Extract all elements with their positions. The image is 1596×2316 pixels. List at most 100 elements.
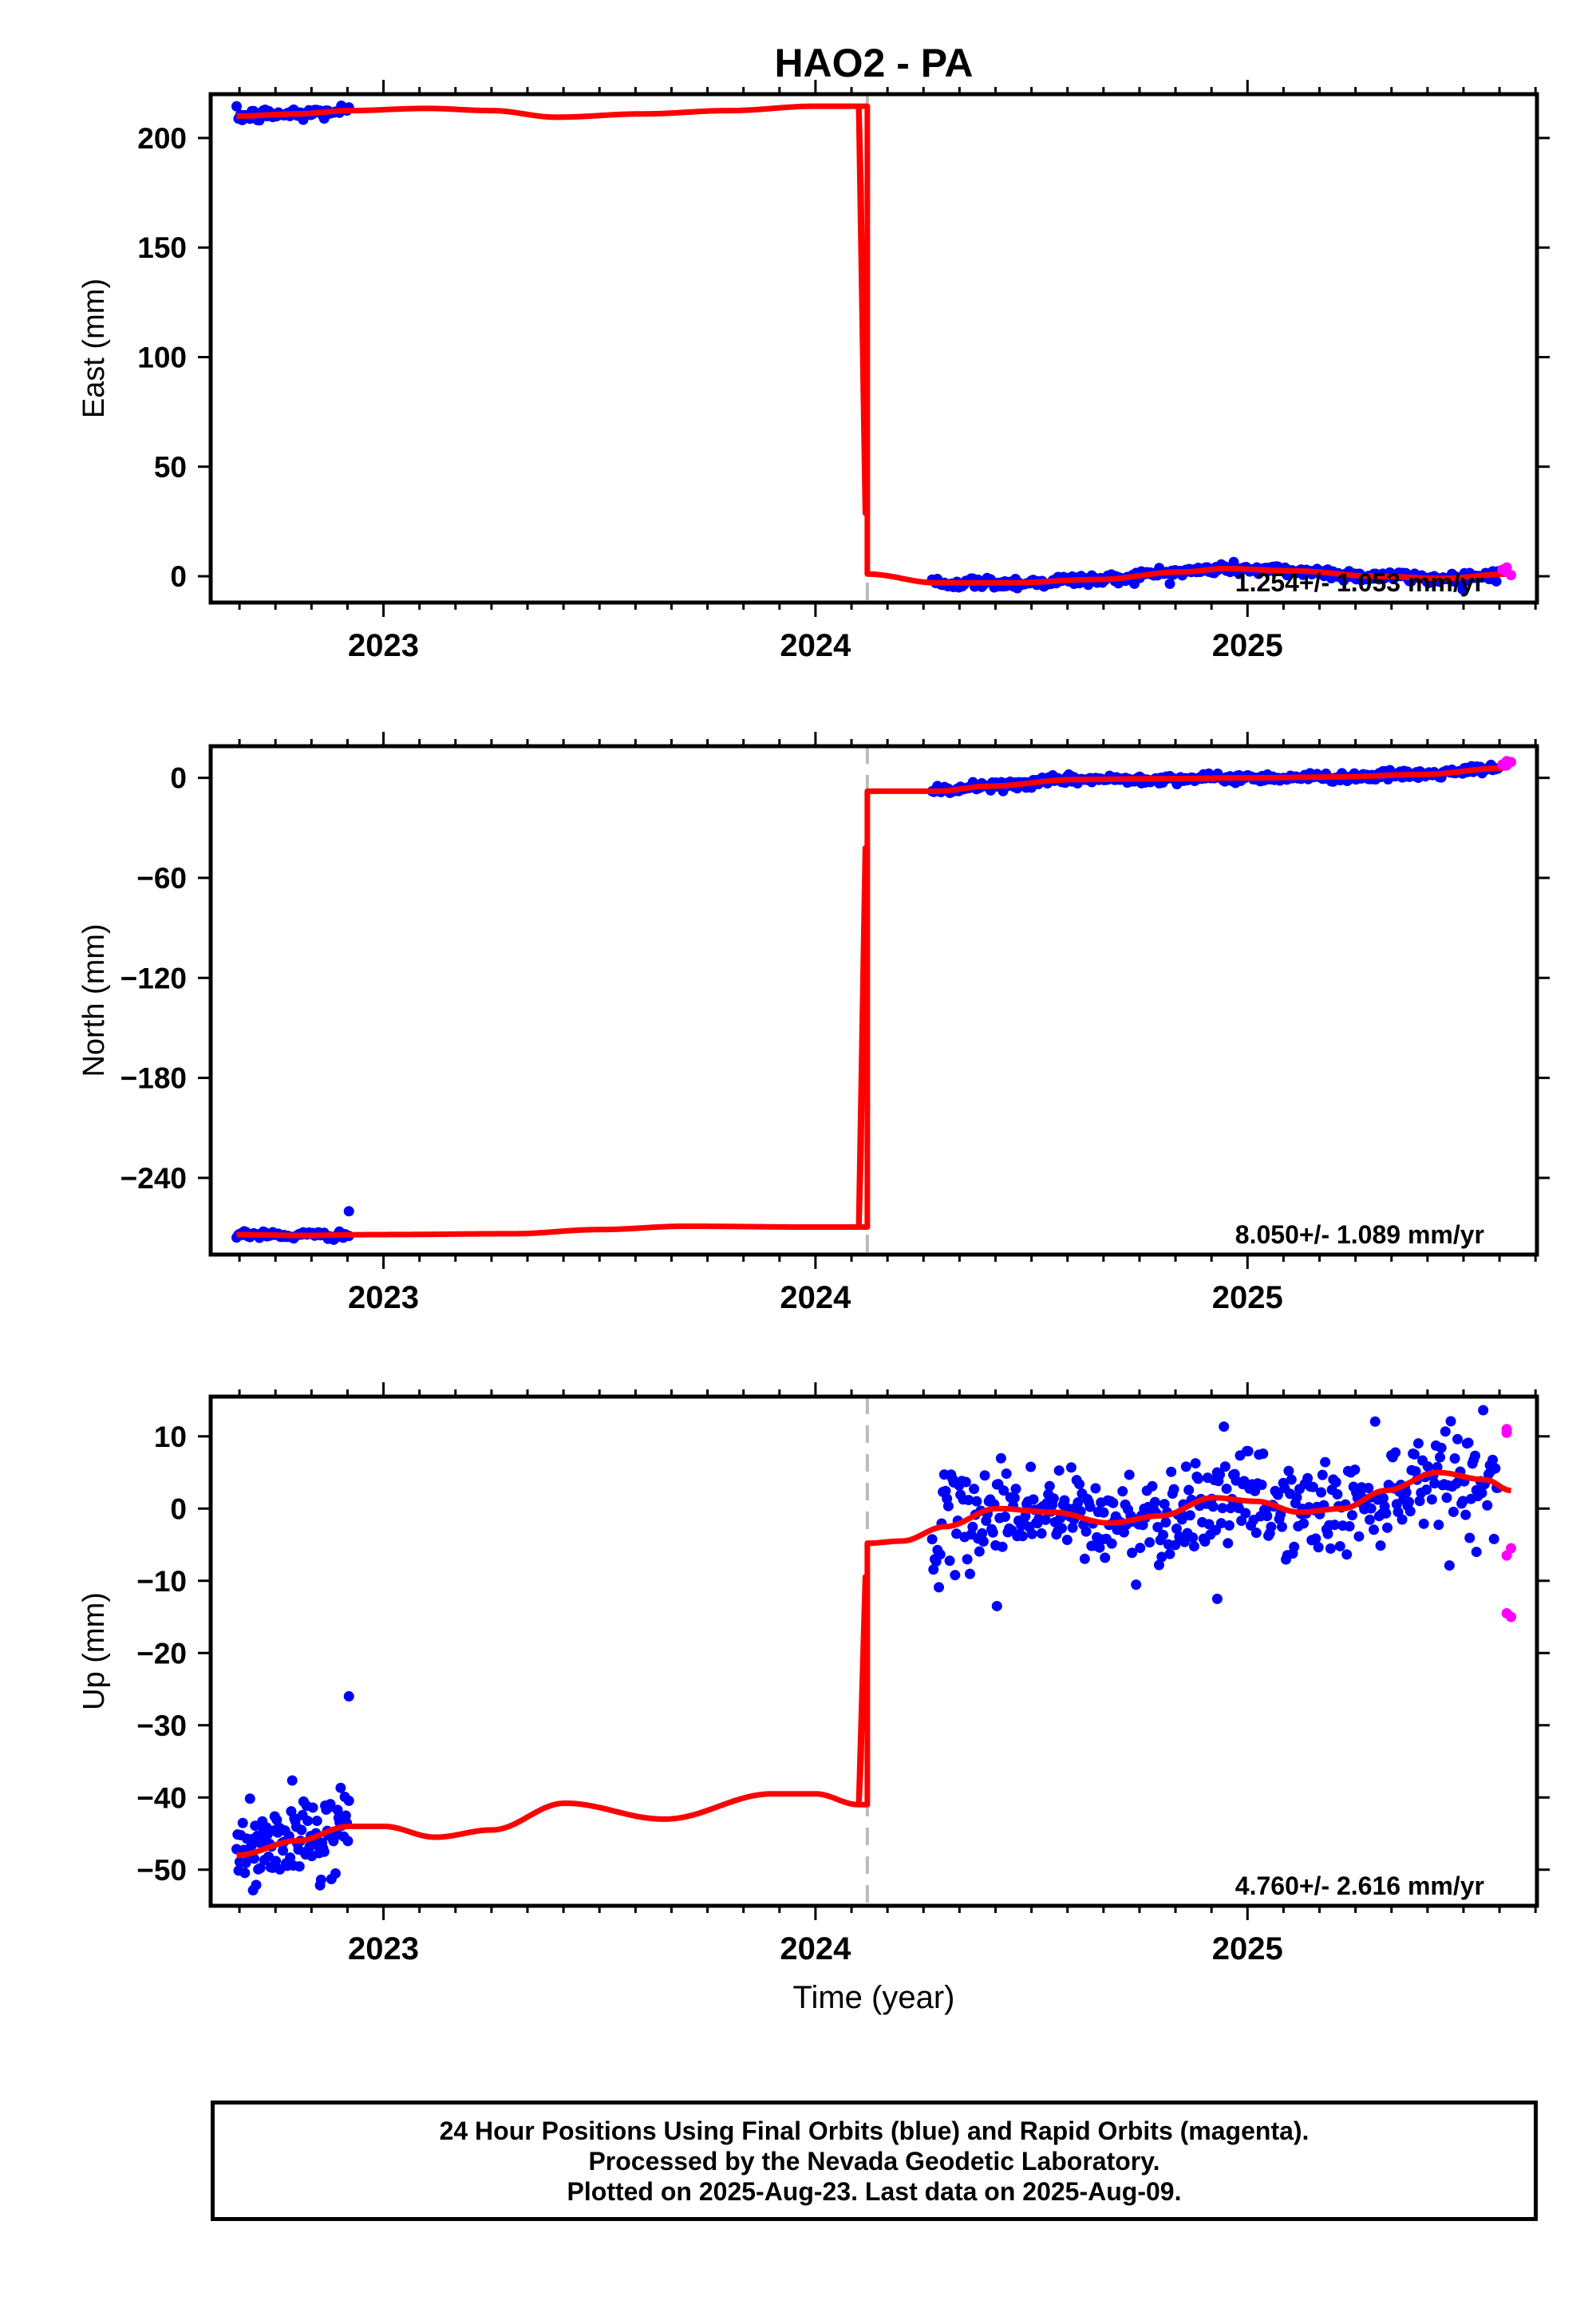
final-orbit-point	[1429, 1478, 1440, 1489]
final-orbit-point	[1171, 1524, 1182, 1535]
final-orbit-point	[255, 1863, 266, 1874]
final-orbit-point	[1176, 1514, 1187, 1525]
final-orbit-point	[1322, 1528, 1333, 1539]
final-orbit-point	[285, 1852, 296, 1863]
final-orbit-point	[926, 1534, 938, 1545]
final-orbit-point	[1073, 1497, 1084, 1508]
final-orbit-point	[1131, 1579, 1142, 1591]
final-orbit-point	[1153, 1559, 1164, 1571]
final-orbit-point	[1404, 1506, 1416, 1517]
final-orbit-point	[1238, 1476, 1250, 1487]
final-orbit-point	[278, 1845, 289, 1856]
final-orbit-point	[1353, 1531, 1365, 1542]
y-axis-label: East (mm)	[77, 279, 111, 418]
final-orbit-point	[1124, 1469, 1135, 1480]
final-orbit-point	[1219, 1461, 1231, 1472]
final-orbit-point	[1434, 1452, 1445, 1463]
final-orbit-point	[1412, 1438, 1424, 1449]
rate-label: 4.760+/- 2.616 mm/yr	[1235, 1871, 1484, 1900]
final-orbit-point	[1421, 1484, 1432, 1496]
y-tick-label: 0	[170, 1492, 187, 1525]
final-orbit-point	[1219, 1421, 1230, 1433]
final-orbit-point	[1418, 1518, 1429, 1529]
final-orbit-point	[1329, 1520, 1340, 1531]
final-orbit-point	[1067, 1522, 1078, 1533]
rapid-orbit-points	[1497, 562, 1517, 581]
y-axis-label: North (mm)	[77, 923, 111, 1077]
final-orbit-point	[1258, 1448, 1269, 1459]
rapid-orbit-point	[1501, 1424, 1512, 1435]
final-orbit-point	[1184, 1510, 1195, 1521]
final-orbit-point	[1369, 1524, 1380, 1535]
final-orbit-point	[315, 1874, 326, 1885]
final-orbit-point	[1040, 1514, 1051, 1525]
y-tick-label: 0	[170, 560, 187, 593]
final-orbit-point	[1098, 1507, 1109, 1518]
final-orbit-point	[343, 1206, 354, 1217]
final-orbit-point	[998, 1485, 1009, 1496]
final-orbit-point	[1215, 1469, 1226, 1480]
final-orbit-point	[1223, 1538, 1234, 1549]
final-orbit-point	[1106, 1538, 1117, 1549]
final-orbit-point	[962, 1554, 973, 1565]
final-orbit-point	[1183, 1484, 1195, 1496]
final-orbit-point	[928, 1564, 939, 1575]
final-orbit-point	[343, 1691, 354, 1702]
x-tick-label: 2024	[780, 1931, 851, 1966]
y-tick-label: −50	[136, 1854, 187, 1887]
final-orbit-point	[950, 1570, 961, 1581]
final-orbit-point	[1262, 1511, 1273, 1522]
final-orbit-point	[294, 1861, 305, 1872]
final-orbit-point	[1364, 1514, 1375, 1525]
caption-line-1: 24 Hour Positions Using Final Orbits (bl…	[439, 2116, 1310, 2145]
final-orbit-point	[1400, 1487, 1412, 1498]
final-orbit-point	[296, 1824, 307, 1836]
x-tick-label: 2023	[348, 1280, 419, 1315]
final-orbit-point	[311, 1816, 322, 1827]
final-orbit-point	[1488, 1533, 1499, 1544]
final-orbit-point	[1170, 1539, 1181, 1551]
panel-north: −240 −180 −120 −60 0 2023 2024 2025 North (mm) 8.…	[77, 732, 1550, 1315]
final-orbit-point	[1310, 1533, 1321, 1544]
final-orbit-point	[1187, 1532, 1199, 1543]
final-orbit-point	[1118, 1527, 1129, 1538]
final-orbit-point	[979, 1470, 990, 1481]
final-orbit-point	[1158, 1529, 1169, 1540]
final-orbit-point	[964, 1568, 975, 1579]
final-orbit-point	[1221, 1483, 1232, 1494]
final-orbit-point	[1084, 1501, 1096, 1512]
y-tick-label: −120	[120, 962, 187, 994]
rapid-orbit-points	[1501, 1424, 1517, 1622]
rate-label: 1.254+/- 1.053 mm/yr	[1235, 568, 1484, 597]
final-orbit-point	[271, 1856, 282, 1867]
final-orbit-point	[1286, 1474, 1297, 1485]
final-orbit-point	[1463, 1437, 1474, 1448]
final-orbit-point	[1471, 1547, 1482, 1558]
final-orbit-point	[1408, 1448, 1420, 1460]
caption-line-2: Processed by the Nevada Geodetic Laborat…	[588, 2146, 1160, 2176]
final-orbit-point	[1441, 1492, 1452, 1504]
y-tick-label: −10	[136, 1565, 187, 1598]
final-orbit-point	[1325, 1543, 1336, 1554]
final-orbit-point	[286, 1775, 298, 1786]
final-orbit-point	[1044, 1480, 1055, 1492]
plot-area	[231, 1397, 1517, 1906]
final-orbit-point	[1445, 1416, 1456, 1427]
final-orbit-point	[1291, 1492, 1302, 1503]
y-tick-label: 10	[154, 1421, 187, 1453]
final-orbit-point	[1180, 1461, 1191, 1472]
x-tick-label: 2023	[348, 1931, 419, 1966]
final-orbit-point	[1193, 1473, 1204, 1484]
final-orbit-point	[1298, 1518, 1310, 1529]
model-curve	[235, 765, 1507, 1239]
final-orbit-point	[1313, 1542, 1324, 1553]
final-orbit-point	[1100, 1552, 1111, 1563]
final-orbit-point	[1017, 1531, 1028, 1542]
final-orbit-point	[1396, 1514, 1408, 1525]
final-orbit-point	[1079, 1553, 1090, 1564]
final-orbit-point	[1317, 1469, 1328, 1480]
final-orbit-point	[1179, 1536, 1191, 1547]
final-orbit-point	[1464, 1532, 1476, 1543]
final-orbit-point	[1452, 1433, 1463, 1445]
final-orbit-point	[1426, 1494, 1437, 1505]
